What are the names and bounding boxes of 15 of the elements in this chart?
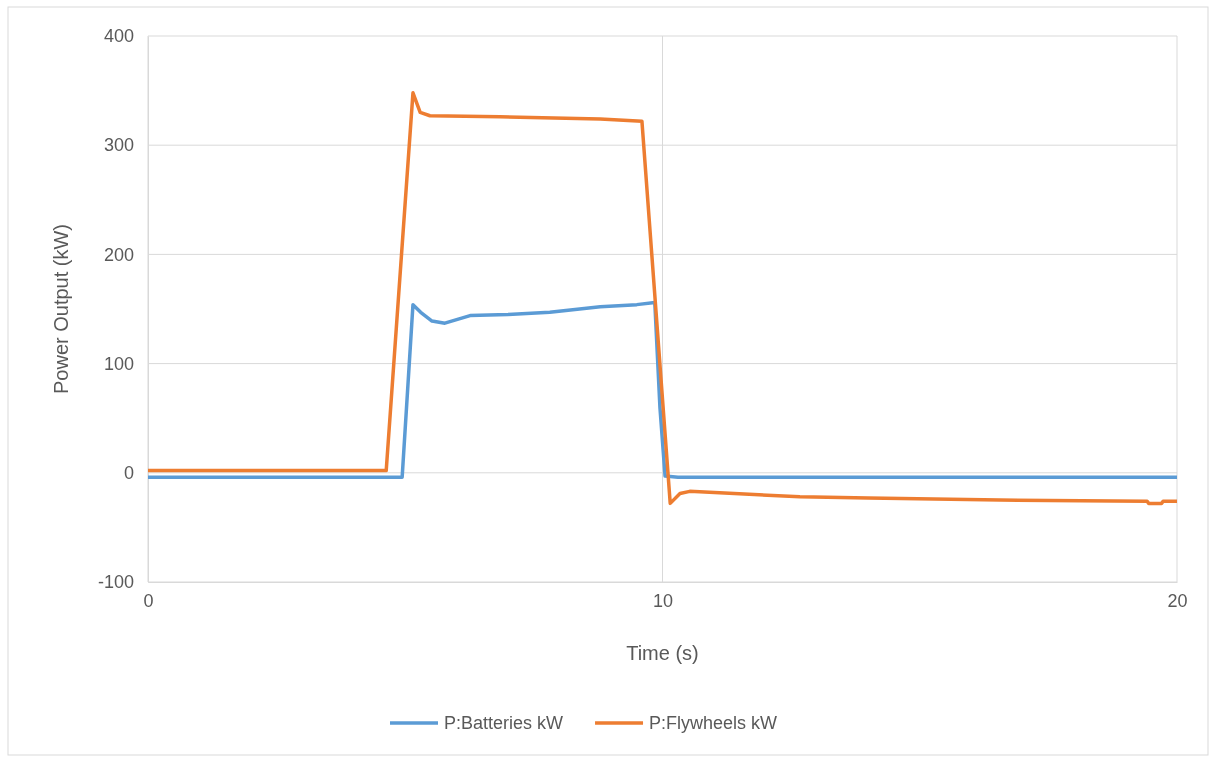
y-axis-title: Power Output (kW) — [50, 223, 72, 395]
legend-label: P:Flywheels kW — [649, 713, 778, 733]
y-tick-label: 100 — [103, 353, 134, 374]
line-series — [146, 91, 1179, 506]
legend-label: P:Batteries kW — [444, 713, 564, 733]
y-tick-label: 0 — [123, 463, 134, 484]
x-tick-label: 0 — [143, 590, 154, 611]
x-tick-label: 20 — [1167, 590, 1188, 611]
y-tick-label: -100 — [97, 572, 134, 593]
line-series — [146, 300, 1179, 479]
x-axis-title: Time (s) — [626, 642, 699, 664]
y-tick-label: 400 — [103, 26, 134, 47]
y-tick-label: 200 — [103, 244, 134, 265]
y-tick-label: 300 — [103, 135, 134, 156]
x-tick-label: 10 — [652, 590, 674, 611]
